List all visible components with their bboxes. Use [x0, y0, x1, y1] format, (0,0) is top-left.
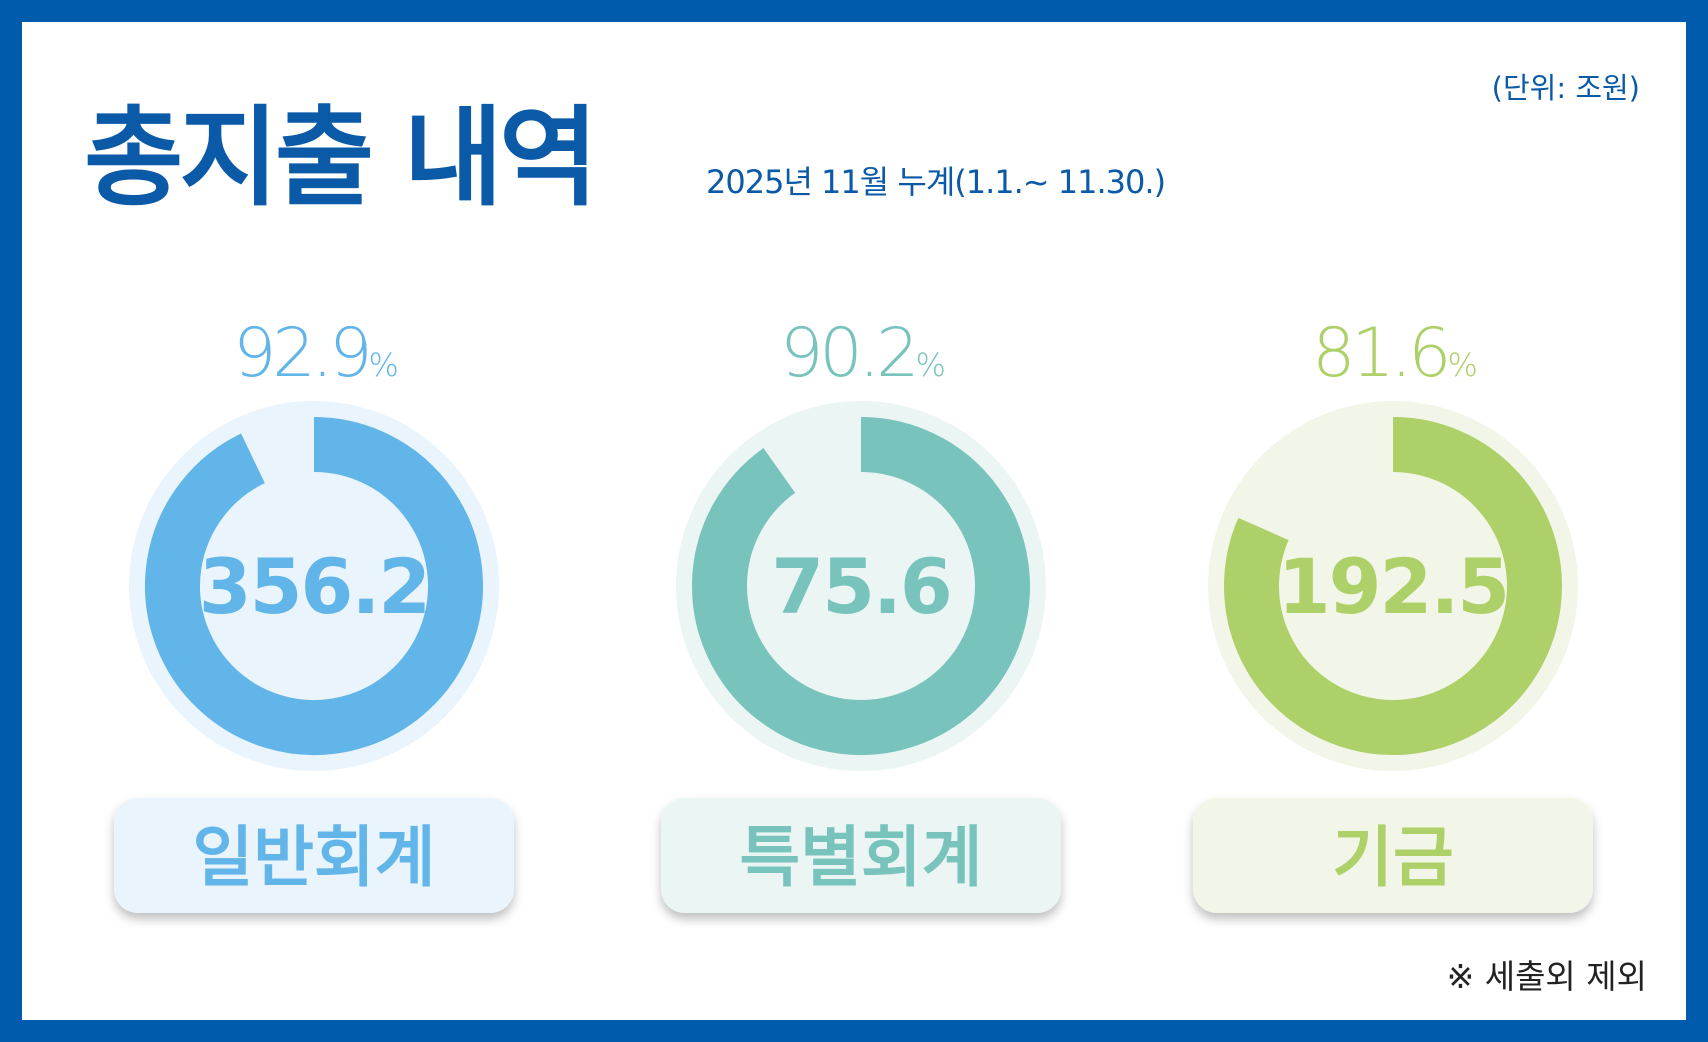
footnote: ※ 세출외 제외 — [1447, 957, 1647, 996]
title: 총지출 내역 — [84, 96, 594, 221]
category-label: 기금 — [1332, 819, 1453, 896]
percent-unit: % — [369, 346, 398, 384]
center-amount: 356.2 — [199, 542, 429, 631]
unit-note: (단위: 조원) — [1492, 71, 1640, 105]
label-box — [661, 798, 1061, 913]
label-box — [1193, 798, 1593, 913]
percent-value: 90.2 — [780, 314, 915, 393]
category-label: 특별회계 — [740, 819, 983, 896]
percent-value: 81.6 — [1312, 314, 1447, 393]
label-box — [114, 798, 514, 913]
donut-arc — [145, 417, 483, 755]
center-amount: 192.5 — [1278, 542, 1508, 631]
percent-value: 92.9 — [233, 314, 368, 393]
subtitle: 2025년 11월 누계(1.1.~ 11.30.) — [706, 163, 1165, 201]
percent-label: 90.2% — [780, 314, 944, 393]
percent-unit: % — [916, 346, 945, 384]
percent-label: 81.6% — [1312, 314, 1476, 393]
donut-arc — [1224, 417, 1562, 755]
percent-unit: % — [1448, 346, 1477, 384]
donut-arc — [692, 417, 1030, 755]
center-amount: 75.6 — [771, 542, 951, 631]
category-label: 일반회계 — [193, 819, 436, 896]
